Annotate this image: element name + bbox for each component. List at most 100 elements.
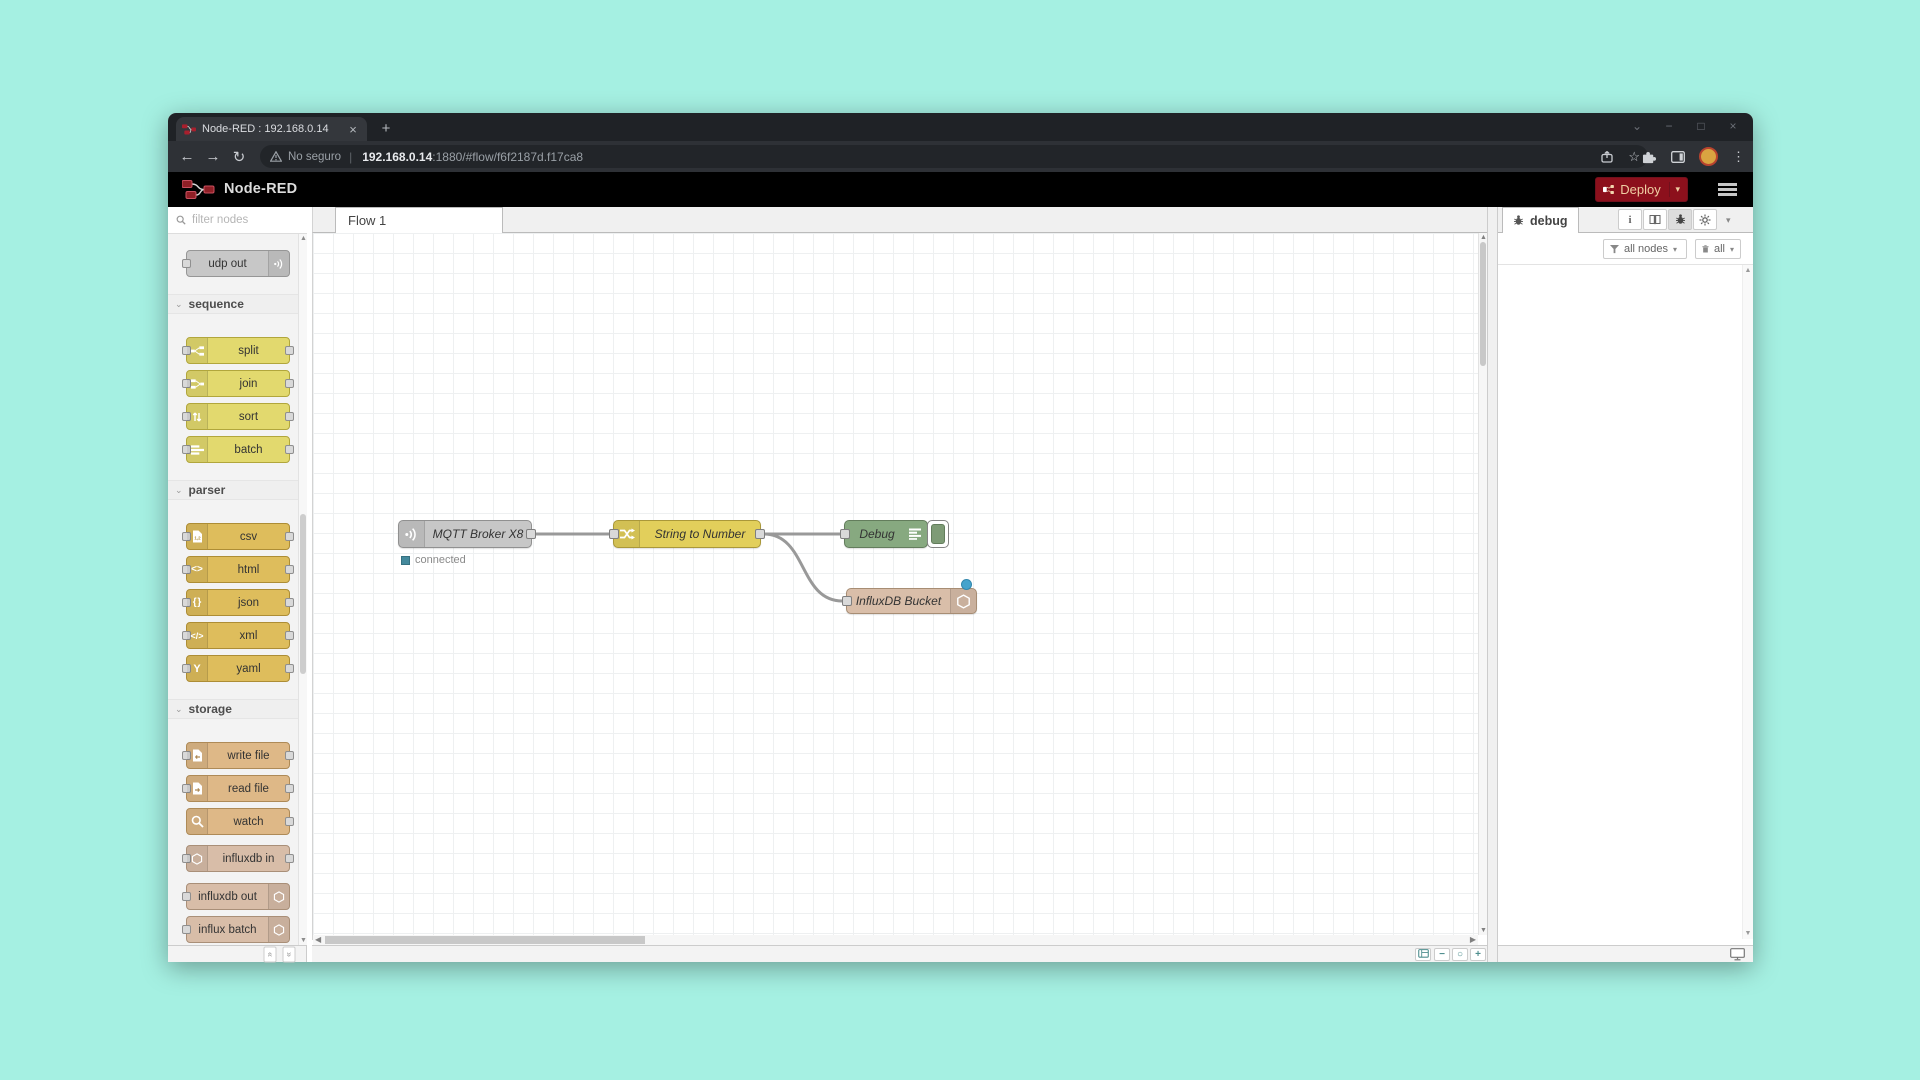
side-panel-icon[interactable] xyxy=(1671,150,1685,163)
browser-tab[interactable]: Node-RED : 192.168.0.14 × xyxy=(176,117,367,141)
device-monitor-icon[interactable] xyxy=(1730,948,1745,961)
help-tab-button[interactable] xyxy=(1643,209,1667,230)
sidebar-tab-debug[interactable]: debug xyxy=(1502,207,1579,233)
window-maximize-icon[interactable]: □ xyxy=(1697,119,1705,133)
bookmark-star-icon[interactable]: ☆ xyxy=(1628,148,1640,164)
scroll-right-icon[interactable]: ▶ xyxy=(1469,935,1476,944)
palette-node-influxdb-out[interactable]: influxdb out xyxy=(182,883,290,910)
info-tab-button[interactable]: i xyxy=(1618,209,1642,230)
extensions-puzzle-icon[interactable] xyxy=(1642,150,1657,164)
sidebar-collapse-chevron-icon[interactable]: ▾ xyxy=(1726,215,1731,225)
palette-node-json[interactable]: { } json xyxy=(182,589,294,616)
debug-filter-button[interactable]: all nodes ▾ xyxy=(1603,239,1687,259)
vertical-scrollbar-thumb[interactable] xyxy=(1480,242,1486,366)
canvas-horizontal-scrollbar[interactable]: ◀ ▶ xyxy=(313,935,1478,945)
palette-node-watch[interactable]: watch xyxy=(186,808,294,835)
palette-node-html[interactable]: <> html xyxy=(182,556,294,583)
palette-node-xml[interactable]: </> xml xyxy=(182,622,294,649)
node-output-port xyxy=(285,412,294,421)
scroll-left-icon[interactable]: ◀ xyxy=(315,935,322,944)
influxdb-icon xyxy=(268,917,289,942)
node-output-port xyxy=(285,854,294,863)
palette-scrollbar[interactable]: ▲ ▼ xyxy=(298,234,307,945)
profile-avatar[interactable] xyxy=(1699,147,1718,166)
palette-node-influxdb-in[interactable]: influxdb in xyxy=(182,845,294,872)
browser-more-menu-icon[interactable]: ⋮ xyxy=(1732,148,1745,164)
palette-node-batch[interactable]: batch xyxy=(182,436,294,463)
debug-tab-button[interactable] xyxy=(1668,209,1692,230)
mqtt-status: connected xyxy=(401,554,466,566)
node-output-port[interactable] xyxy=(526,529,536,539)
flow-canvas[interactable]: MQTT Broker X8 String to Number Debug In… xyxy=(312,233,1478,940)
scroll-up-icon[interactable]: ▲ xyxy=(300,235,307,242)
main-menu-icon[interactable] xyxy=(1718,183,1737,196)
magnifier-icon xyxy=(187,809,208,834)
zoom-in-button[interactable]: + xyxy=(1470,948,1486,961)
window-close-icon[interactable]: × xyxy=(1729,119,1737,133)
zoom-reset-button[interactable]: ○ xyxy=(1452,948,1468,961)
clear-label: all xyxy=(1713,243,1725,255)
debug-clear-button[interactable]: all ▾ xyxy=(1695,239,1741,259)
palette-category-storage[interactable]: ⌄ storage xyxy=(168,699,298,719)
node-input-port[interactable] xyxy=(609,529,619,539)
flow-node-influxdb-bucket[interactable]: InfluxDB Bucket xyxy=(842,588,977,614)
palette-node-influx-batch[interactable]: influx batch xyxy=(182,916,290,943)
canvas-vertical-scrollbar[interactable]: ▲ ▼ xyxy=(1478,233,1487,935)
zoom-out-button[interactable]: − xyxy=(1434,948,1450,961)
batch-icon xyxy=(187,437,208,462)
palette-node-join[interactable]: join xyxy=(182,370,294,397)
flow-node-debug[interactable]: Debug xyxy=(840,520,928,548)
scroll-down-icon[interactable]: ▼ xyxy=(1480,927,1487,934)
config-tab-button[interactable] xyxy=(1693,209,1717,230)
sidebar-resize-handle[interactable] xyxy=(1487,207,1498,962)
palette-search[interactable] xyxy=(168,207,307,234)
scroll-down-icon[interactable]: ▼ xyxy=(1744,930,1752,937)
back-icon[interactable]: ← xyxy=(179,148,195,165)
palette-node-sort[interactable]: sort xyxy=(182,403,294,430)
tab-close-icon[interactable]: × xyxy=(349,121,357,137)
palette-category-sequence[interactable]: ⌄ sequence xyxy=(168,294,298,314)
palette-node-split[interactable]: split xyxy=(182,337,294,364)
flow-node-mqtt-broker[interactable]: MQTT Broker X8 xyxy=(398,520,536,548)
palette-node-label: sort xyxy=(238,410,259,423)
horizontal-scrollbar-thumb[interactable] xyxy=(325,936,645,944)
scroll-up-icon[interactable]: ▲ xyxy=(1480,234,1487,241)
palette-node-csv[interactable]: 1,2 csv xyxy=(182,523,294,550)
debug-enable-toggle[interactable] xyxy=(927,520,949,548)
navigator-toggle-button[interactable] xyxy=(1415,948,1431,961)
new-tab-button[interactable]: + xyxy=(381,120,391,137)
address-bar[interactable]: No seguro | 192.168.0.14 :1880/#flow/f6f… xyxy=(260,145,1648,168)
workspace-tab-flow1[interactable]: Flow 1 xyxy=(335,207,503,233)
palette-node-label: split xyxy=(238,344,259,357)
forward-icon[interactable]: → xyxy=(205,148,221,165)
wire-string-to-influxdb[interactable] xyxy=(762,532,845,603)
browser-menu-chevron-icon[interactable]: ⌄ xyxy=(1631,119,1643,133)
expand-categories-icon[interactable]: » xyxy=(282,946,296,963)
palette-node-udp-out[interactable]: udp out xyxy=(182,250,290,277)
palette-node-label: udp out xyxy=(208,257,247,270)
node-output-port[interactable] xyxy=(755,529,765,539)
reload-icon[interactable]: ↻ xyxy=(232,148,246,166)
scroll-down-icon[interactable]: ▼ xyxy=(300,937,307,944)
palette-search-input[interactable] xyxy=(192,214,292,226)
node-input-port[interactable] xyxy=(840,529,850,539)
wires-layer xyxy=(533,532,845,603)
scroll-up-icon[interactable]: ▲ xyxy=(1744,267,1752,274)
sidebar-scrollbar[interactable]: ▲ ▼ xyxy=(1742,265,1753,939)
palette-node-read-file[interactable]: read file xyxy=(182,775,294,802)
node-input-port[interactable] xyxy=(842,596,852,606)
share-icon[interactable] xyxy=(1600,150,1614,163)
deploy-button[interactable]: Deploy ▾ xyxy=(1595,177,1688,202)
node-input-port xyxy=(182,854,191,863)
influxdb-icon xyxy=(187,846,208,871)
palette-node-write-file[interactable]: write file xyxy=(182,742,294,769)
deploy-options-chevron-icon[interactable]: ▾ xyxy=(1675,184,1680,194)
flow-node-string-to-number[interactable]: String to Number xyxy=(609,520,765,548)
window-minimize-icon[interactable]: − xyxy=(1665,119,1673,133)
palette-scrollbar-thumb[interactable] xyxy=(300,514,306,674)
palette-category-parser[interactable]: ⌄ parser xyxy=(168,480,298,500)
deploy-label: Deploy xyxy=(1620,182,1661,197)
palette-node-yaml[interactable]: Y yaml xyxy=(182,655,294,682)
collapse-categories-icon[interactable]: « xyxy=(263,946,277,963)
node-input-port xyxy=(182,784,191,793)
